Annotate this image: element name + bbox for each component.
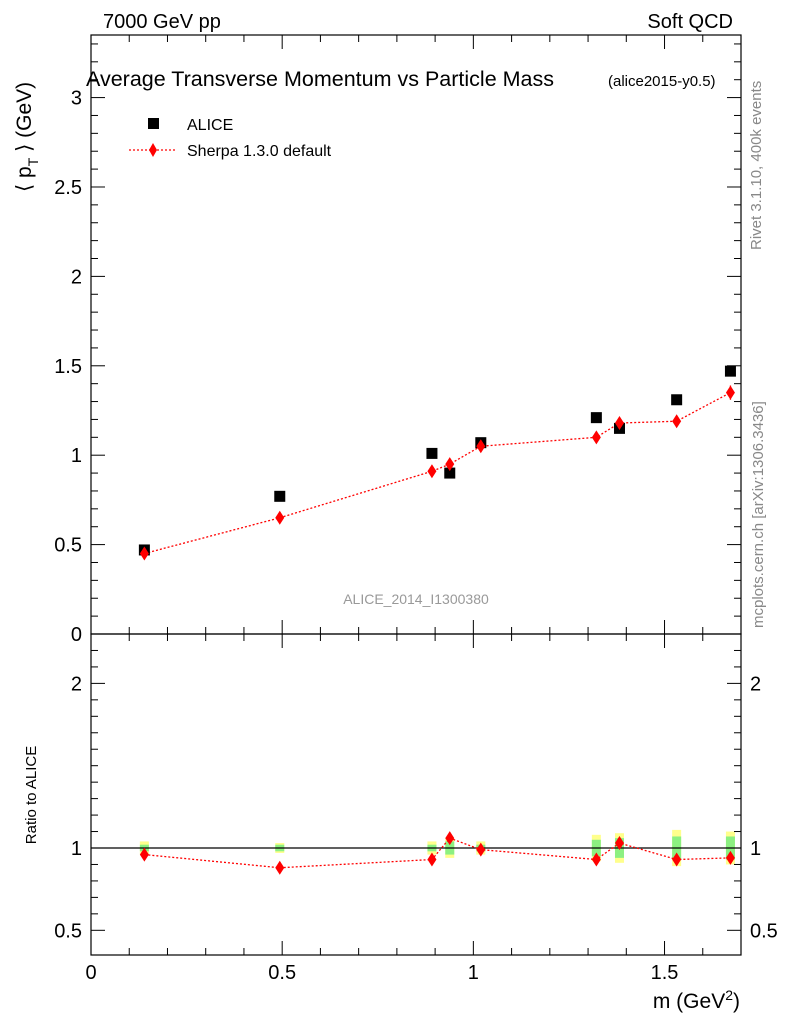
watermark: ALICE_2014_I1300380 [343, 591, 489, 607]
sherpa-ratio-point [139, 847, 149, 862]
ratio-x-tick-label: 0 [85, 962, 96, 984]
legend-data-marker [148, 118, 159, 129]
x-axis-label: m (GeV2) [653, 987, 740, 1013]
sherpa-mc-point [427, 464, 437, 479]
ratio-x-tick-label: 1.5 [651, 962, 679, 984]
ratio-y-axis: 0.5 0.5 1 1 2 2 [54, 649, 778, 942]
sherpa-mc-point [591, 430, 601, 445]
main-mc-series-line [144, 392, 731, 555]
main-y-tick-label: 1.5 [54, 356, 82, 378]
alice-data-point [444, 467, 456, 479]
main-points [138, 365, 736, 561]
ratio-x-axis: 0 0.5 1 1.5 [85, 634, 742, 984]
alice-data-point [671, 394, 683, 406]
sherpa-mc-point [139, 546, 149, 561]
ratio-y-tick-label-left: 1 [71, 838, 82, 860]
sherpa-mc-point [614, 416, 624, 431]
ratio-y-tick-label-left: 0.5 [54, 920, 82, 942]
main-y-tick-label: 3 [71, 88, 82, 110]
ratio-x-tick-label: 0.5 [268, 962, 296, 984]
ratio-y-tick-label-right: 1 [750, 838, 761, 860]
alice-data-point [274, 490, 286, 502]
sherpa-mc-point [476, 439, 486, 454]
sherpa-ratio-point [476, 842, 486, 857]
legend-mc-label: Sherpa 1.3.0 default [187, 143, 332, 160]
header-right: Soft QCD [647, 11, 733, 33]
sherpa-ratio-point [614, 836, 624, 851]
sherpa-ratio-point [275, 860, 285, 875]
ratio-points [139, 831, 735, 875]
alice-data-point [426, 447, 438, 459]
main-y-label-tail: ⟩ (GeV) [13, 82, 36, 158]
alice-data-point [590, 412, 602, 424]
x-axis-label-head: m (GeV [653, 990, 725, 1013]
ratio-y-tick-label-right: 2 [750, 673, 761, 695]
sherpa-ratio-point [591, 852, 601, 867]
main-title: Average Transverse Momentum vs Particle … [86, 67, 554, 91]
sherpa-mc-point [672, 414, 682, 429]
sherpa-mc-point [445, 457, 455, 472]
sherpa-ratio-point [427, 852, 437, 867]
ratio-panel-frame [90, 633, 742, 956]
main-x-ticks [90, 35, 742, 634]
legend: ALICE Sherpa 1.3.0 default [129, 117, 332, 160]
x-axis-label-sup: 2 [725, 987, 733, 1003]
ratio-x-tick-label: 1 [468, 962, 479, 984]
main-y-axis: 0 0.5 1 1.5 2 2.5 3 [54, 43, 741, 646]
ratio-y-tick-label-left: 2 [71, 673, 82, 695]
legend-mc-marker [149, 143, 157, 157]
main-y-label-sub: T [25, 157, 41, 166]
ratio-y-label: Ratio to ALICE [23, 746, 40, 844]
rivet-label: Rivet 3.1.10, 400k events [748, 81, 765, 250]
main-y-label-head: ⟨ p [13, 166, 36, 192]
header-left: 7000 GeV pp [103, 11, 221, 33]
sherpa-ratio-point [725, 850, 735, 865]
mcplots-label: mcplots.cern.ch [arXiv:1306.3436] [750, 401, 767, 628]
sherpa-ratio-point [445, 831, 455, 846]
main-subtitle: (alice2015-y0.5) [608, 73, 716, 90]
main-y-tick-label: 2 [71, 266, 82, 288]
ratio-panel: 0.5 0.51 12 2 0 0.5 1 1.5 Ratio to ALICE m (Ge… [23, 633, 778, 1013]
ratio-y-tick-label-right: 0.5 [750, 920, 778, 942]
main-y-tick-label: 2.5 [54, 177, 82, 199]
alice-data-point [724, 365, 736, 377]
ratio-mc-series-line [144, 837, 731, 869]
legend-data-label: ALICE [187, 117, 233, 134]
main-panel: 0 0.5 1 1.5 2 2.5 3 Average Transverse Momentu… [13, 34, 742, 646]
sherpa-ratio-point [672, 852, 682, 867]
main-y-tick-label: 0 [71, 624, 82, 646]
main-y-tick-label: 0.5 [54, 535, 82, 557]
main-y-label: ⟨ pT ⟩ (GeV) [13, 82, 41, 192]
sherpa-mc-point [725, 385, 735, 400]
main-y-tick-label: 1 [71, 445, 82, 467]
x-axis-label-tail: ) [733, 990, 740, 1013]
sherpa-mc-point [275, 510, 285, 525]
